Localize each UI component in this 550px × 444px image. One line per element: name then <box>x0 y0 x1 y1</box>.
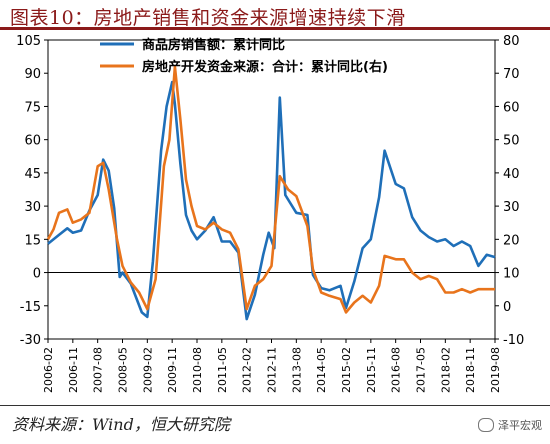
source-note: 资料来源：Wind，恒大研究院 <box>12 415 230 434</box>
title-bar: 图表10：房地产销售和资金来源增速持续下滑 <box>0 0 550 30</box>
left-axis-tick-label: -15 <box>20 300 41 315</box>
x-axis-tick-label: 2014-05 <box>315 347 328 393</box>
x-axis-tick-label: 2010-08 <box>191 347 204 393</box>
left-axis-tick-label: 45 <box>24 167 41 182</box>
x-axis-tick-label: 2012-11 <box>266 347 279 393</box>
legend-funding-label: 房地产开发资金来源：合计：累计同比(右) <box>142 59 388 75</box>
right-axis-tick-label: 10 <box>503 267 520 282</box>
right-axis-tick-label: 50 <box>503 134 520 149</box>
x-axis-tick-label: 2006-02 <box>42 347 55 393</box>
footer-rule <box>0 405 550 406</box>
x-axis-tick-label: 2019-08 <box>489 347 502 393</box>
sales-funding-line-chart: 105 90 75 60 45 30 15 0 -15 -30 80 70 60 50 40 30 20 10 0 -… <box>16 34 524 393</box>
legend-sales-label: 商品房销售额：累计同比 <box>142 37 285 53</box>
right-axis-tick-label: 70 <box>503 67 520 82</box>
right-axis-tick-label: 60 <box>503 100 520 115</box>
page-title: 图表10：房地产销售和资金来源增速持续下滑 <box>10 7 406 29</box>
funding-series-line <box>46 65 495 314</box>
left-axis-tick-label: 75 <box>24 100 41 115</box>
x-axis-tick-label: 2016-08 <box>390 347 403 393</box>
x-axis-tick-label: 2018-02 <box>439 347 452 393</box>
right-axis-tick-label: 20 <box>503 233 520 248</box>
right-axis-tick-label: 0 <box>503 300 511 315</box>
watermark-label: 泽平宏观 <box>498 419 542 432</box>
watermark: 泽平宏观 <box>478 417 542 433</box>
x-axis-tick-label: 2009-02 <box>141 347 154 393</box>
right-axis-tick-label: -10 <box>503 333 524 348</box>
x-axis-tick-label: 2006-11 <box>67 347 80 393</box>
left-axis-tick-label: 105 <box>16 34 41 49</box>
x-axis-tick-label: 2009-11 <box>166 347 179 393</box>
right-axis-tick-label: 80 <box>503 34 520 49</box>
wechat-icon <box>478 418 494 432</box>
x-axis-tick-label: 2007-08 <box>92 347 105 393</box>
left-axis-tick-label: -30 <box>20 333 41 348</box>
plot-frame <box>47 39 496 340</box>
left-axis-tick-label: 15 <box>24 233 41 248</box>
x-axis-tick-label: 2017-05 <box>415 347 428 393</box>
x-axis-tick-label: 2013-08 <box>290 347 303 393</box>
right-axis-tick-label: 40 <box>503 167 520 182</box>
sales-series-line <box>47 80 496 321</box>
x-axis-tick-label: 2018-11 <box>464 347 477 393</box>
x-axis-tick-label: 2015-11 <box>365 347 378 393</box>
x-axis-tick-label: 2015-02 <box>340 347 353 393</box>
left-axis-tick-label: 0 <box>33 267 41 282</box>
x-axis-tick-label: 2011-05 <box>216 347 229 393</box>
x-axis-tick-label: 2012-02 <box>241 347 254 393</box>
x-axis-tick-label: 2008-05 <box>117 347 130 393</box>
right-axis-tick-label: 30 <box>503 200 520 215</box>
left-axis-tick-label: 30 <box>24 200 41 215</box>
left-axis-tick-label: 60 <box>24 134 41 149</box>
left-axis-tick-label: 90 <box>24 67 41 82</box>
